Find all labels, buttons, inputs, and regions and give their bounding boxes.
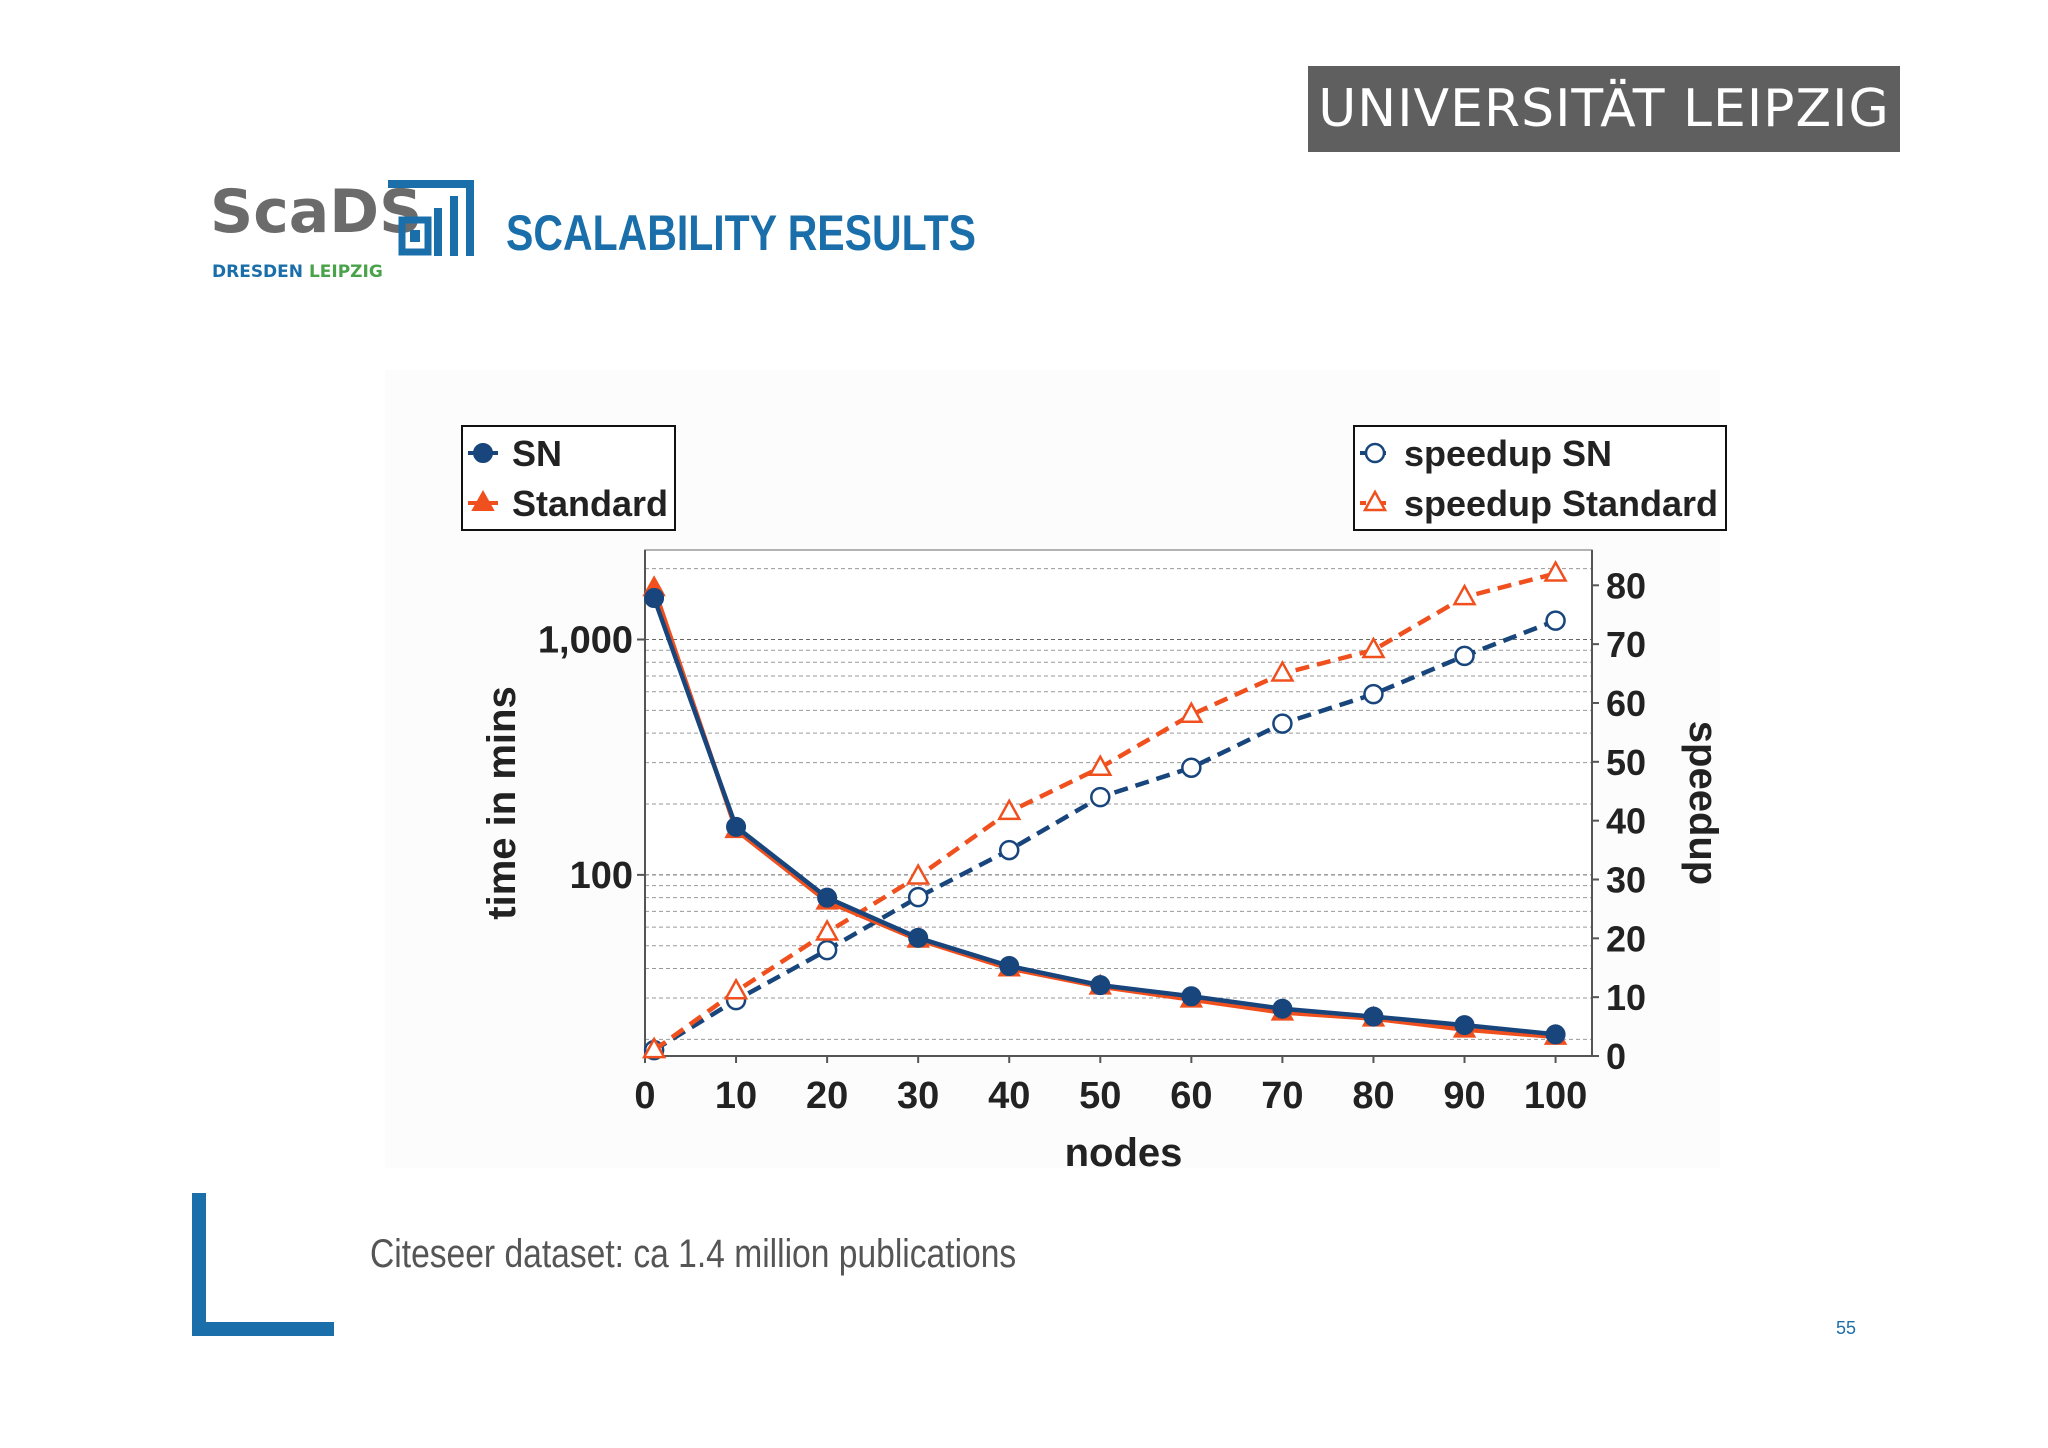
plot-area bbox=[644, 549, 1593, 1057]
logo-sub-leipzig: LEIPZIG bbox=[308, 262, 383, 282]
data-point-speedup-sn bbox=[816, 939, 838, 961]
data-point-speedup-sn bbox=[1090, 786, 1111, 808]
data-point-sn bbox=[1272, 998, 1293, 1019]
logo-mark-icon bbox=[388, 180, 474, 256]
data-point-speedup-sn bbox=[1181, 757, 1202, 778]
data-point-sn bbox=[644, 588, 665, 609]
data-point-speedup-standard bbox=[814, 918, 840, 941]
data-point-speedup-sn bbox=[1454, 645, 1475, 667]
legend-speedup-label: speedup Standard bbox=[1404, 483, 1718, 524]
data-point-speedup-standard bbox=[1270, 659, 1295, 682]
data-point-speedup-standard bbox=[906, 862, 931, 885]
y-axis-left-title: time in mins bbox=[480, 686, 524, 919]
y-axis-right-title: speedup bbox=[1681, 721, 1725, 885]
data-point-speedup-standard bbox=[1179, 701, 1204, 723]
university-name: UNIVERSITÄT LEIPZIG bbox=[1318, 79, 1890, 139]
data-point-speedup-sn bbox=[998, 839, 1020, 861]
y-right-tick-label: 50 bbox=[1606, 742, 1646, 783]
data-point-speedup-sn bbox=[1545, 610, 1566, 631]
legend-time-marker bbox=[473, 443, 493, 463]
x-tick-label: 30 bbox=[897, 1075, 939, 1117]
y-right-tick-label: 70 bbox=[1606, 624, 1646, 665]
logo-sub-dresden: DRESDEN bbox=[212, 262, 304, 282]
data-point-sn bbox=[726, 816, 747, 837]
logo-subtitle: DRESDEN LEIPZIG bbox=[212, 262, 383, 282]
legend-speedup-marker bbox=[1362, 489, 1388, 512]
y-right-tick-label: 40 bbox=[1606, 801, 1646, 842]
data-point-speedup-sn bbox=[1272, 713, 1293, 734]
legend-time-label: Standard bbox=[512, 483, 668, 524]
page-number: 55 bbox=[1836, 1318, 1857, 1338]
corner-bracket-horizontal bbox=[192, 1322, 334, 1336]
legend-time-marker bbox=[471, 489, 495, 511]
y-left-tick-label: 100 bbox=[570, 855, 633, 897]
y-right-tick-label: 10 bbox=[1606, 977, 1646, 1018]
data-point-speedup-sn bbox=[1363, 683, 1384, 705]
legend-time bbox=[461, 425, 676, 531]
dataset-caption: Citeseer dataset: ca 1.4 million publica… bbox=[370, 1232, 1017, 1276]
x-tick-label: 10 bbox=[715, 1075, 757, 1117]
y-right-tick-label: 0 bbox=[1606, 1036, 1626, 1077]
data-point-speedup-standard bbox=[997, 798, 1022, 821]
corner-bracket bbox=[192, 1193, 334, 1336]
data-point-speedup-standard bbox=[1361, 636, 1386, 659]
legend-speedup-marker bbox=[1364, 442, 1386, 464]
x-axis-title: nodes bbox=[1065, 1131, 1183, 1175]
x-tick-label: 70 bbox=[1261, 1075, 1303, 1117]
data-point-sn bbox=[1090, 975, 1111, 996]
data-point-sn bbox=[1454, 1015, 1475, 1036]
data-point-speedup-standard bbox=[1088, 754, 1113, 776]
x-tick-label: 0 bbox=[634, 1075, 655, 1117]
y-right-tick-label: 60 bbox=[1606, 683, 1646, 724]
data-point-sn bbox=[999, 956, 1020, 977]
x-tick-label: 100 bbox=[1524, 1075, 1587, 1117]
data-point-speedup-sn bbox=[907, 886, 929, 908]
x-tick-label: 90 bbox=[1443, 1075, 1485, 1117]
data-point-sn bbox=[817, 887, 838, 908]
y-right-tick-label: 80 bbox=[1606, 565, 1646, 606]
x-tick-label: 50 bbox=[1079, 1075, 1121, 1117]
y-right-tick-label: 20 bbox=[1606, 918, 1646, 959]
x-tick-label: 80 bbox=[1352, 1075, 1394, 1117]
x-tick-label: 20 bbox=[806, 1075, 848, 1117]
university-banner: UNIVERSITÄT LEIPZIG bbox=[1308, 66, 1900, 152]
data-point-speedup-standard bbox=[641, 1036, 667, 1059]
logo-text: ScaDS bbox=[210, 177, 423, 247]
data-point-sn bbox=[1181, 986, 1202, 1007]
scads-logo: ScaDS DRESDEN LEIPZIG bbox=[210, 176, 474, 286]
data-point-sn bbox=[1363, 1006, 1384, 1027]
y-left-tick-label: 1,000 bbox=[538, 619, 633, 661]
data-point-speedup-standard bbox=[1543, 559, 1568, 582]
x-tick-label: 40 bbox=[988, 1075, 1030, 1117]
data-point-sn bbox=[908, 927, 929, 948]
data-point-speedup-standard bbox=[723, 977, 749, 1000]
x-tick-label: 60 bbox=[1170, 1075, 1212, 1117]
legend-speedup bbox=[1353, 425, 1727, 531]
data-point-sn bbox=[1545, 1024, 1566, 1045]
legend-speedup-label: speedup SN bbox=[1404, 433, 1612, 474]
y-right-tick-label: 30 bbox=[1606, 859, 1646, 900]
legend-time-label: SN bbox=[512, 433, 562, 474]
slide-title: SCALABILITY RESULTS bbox=[506, 205, 977, 261]
data-point-speedup-standard bbox=[1452, 583, 1477, 606]
corner-bracket-vertical bbox=[192, 1193, 206, 1336]
